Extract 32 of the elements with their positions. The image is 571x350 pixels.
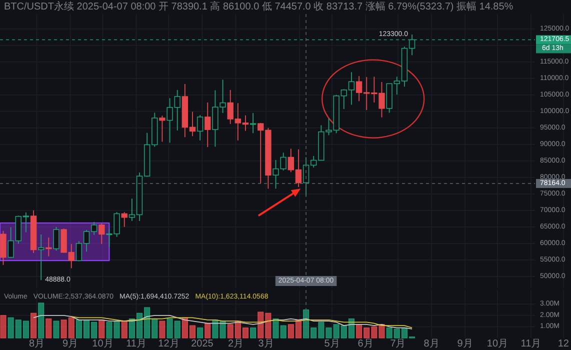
x-tick-label: 2月 bbox=[228, 338, 244, 350]
bar bbox=[212, 320, 218, 338]
x-tick-label: 9月 bbox=[457, 338, 473, 350]
bar bbox=[38, 302, 44, 338]
x-tick-label: 10月 bbox=[486, 338, 508, 350]
x-tick-label: 7月 bbox=[390, 338, 406, 350]
bar bbox=[30, 312, 37, 338]
bar bbox=[0, 315, 6, 338]
x-tick-label: 8月 bbox=[424, 338, 440, 350]
x-tick-label: 11月 bbox=[520, 338, 542, 350]
x-tick-label: 10月 bbox=[92, 338, 114, 350]
bar bbox=[204, 323, 211, 338]
bar bbox=[159, 320, 166, 338]
bar bbox=[197, 328, 204, 338]
bar bbox=[220, 320, 226, 338]
bar bbox=[250, 328, 256, 338]
bar bbox=[121, 320, 128, 338]
bar bbox=[46, 318, 52, 338]
chart-title: BTC/USDT永续 2025-04-07 08:00 开 78390.1 高 86100.0 低 74457.0 收 83713.7 涨幅 6.79%(5323.7) 振幅 14.85% bbox=[4, 0, 514, 12]
x-tick-label: 12月 bbox=[158, 338, 180, 350]
bar bbox=[53, 320, 60, 338]
x-tick-label: 6月 bbox=[358, 338, 374, 350]
x-tick-label: 8月 bbox=[28, 338, 45, 350]
x-tick-label: 2025 bbox=[191, 338, 214, 350]
x-tick-label: 9月 bbox=[62, 338, 78, 350]
x-tick-label: 11月 bbox=[126, 338, 146, 350]
x-tick-label: 12 bbox=[558, 338, 570, 350]
x-tick-label: 5月 bbox=[324, 338, 340, 350]
x-tick-label: 3月 bbox=[258, 338, 274, 350]
line-series bbox=[33, 314, 412, 330]
line-series bbox=[70, 316, 412, 328]
bar bbox=[98, 320, 105, 338]
